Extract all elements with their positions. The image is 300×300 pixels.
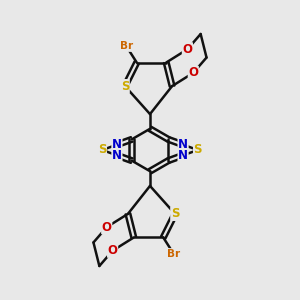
Text: Br: Br bbox=[120, 41, 133, 51]
Text: O: O bbox=[108, 244, 118, 257]
Text: S: S bbox=[171, 207, 179, 220]
Text: O: O bbox=[182, 43, 192, 56]
Text: O: O bbox=[188, 66, 198, 80]
Text: N: N bbox=[112, 149, 122, 162]
Text: N: N bbox=[178, 149, 188, 162]
Text: S: S bbox=[194, 143, 202, 157]
Text: S: S bbox=[121, 80, 129, 93]
Text: O: O bbox=[102, 220, 112, 234]
Text: S: S bbox=[98, 143, 106, 157]
Text: N: N bbox=[178, 138, 188, 151]
Text: N: N bbox=[112, 138, 122, 151]
Text: Br: Br bbox=[167, 249, 180, 259]
